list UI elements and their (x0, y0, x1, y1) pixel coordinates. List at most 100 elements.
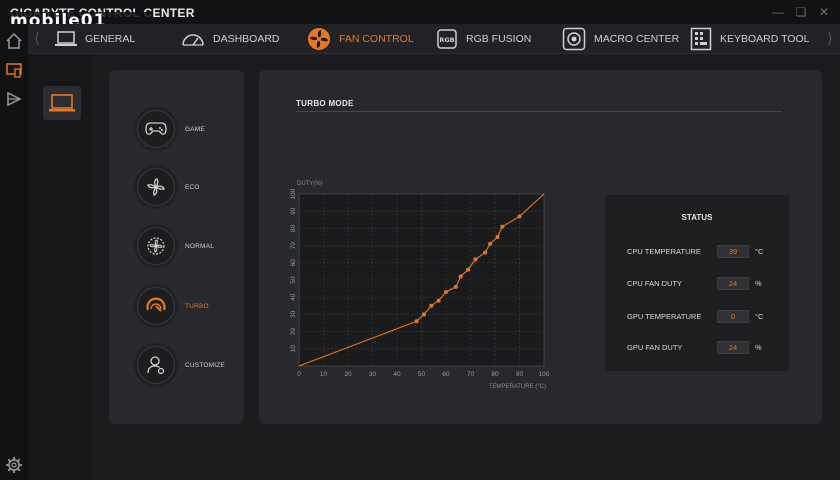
mode-normal[interactable]: NORMAL (137, 226, 214, 266)
eco-fan-icon (147, 178, 165, 196)
keyboard-tool-icon (690, 27, 712, 51)
gpu-fan-duty-value: 24 (717, 341, 749, 354)
gpu-temperature-unit: °C (755, 312, 764, 321)
main-content: GAME ECO (92, 54, 840, 480)
curve-point[interactable] (488, 241, 493, 246)
x-tick-label: 60 (442, 371, 450, 378)
gpu-temperature-value: 0 (717, 310, 749, 323)
curve-point[interactable] (453, 284, 458, 289)
device-icon[interactable] (5, 61, 23, 79)
curve-point[interactable] (500, 224, 505, 229)
mode-normal-button[interactable] (137, 227, 175, 265)
fan-mode-panel: GAME ECO (109, 70, 244, 424)
minimize-button[interactable]: — (772, 5, 784, 19)
mode-eco-button[interactable] (137, 168, 175, 206)
y-tick-label: 30 (290, 310, 297, 318)
curve-point[interactable] (414, 319, 419, 324)
mode-customize[interactable]: CUSTOMIZE (137, 345, 225, 385)
mode-turbo[interactable]: TURBO (137, 286, 209, 326)
x-tick-label: 80 (491, 371, 499, 378)
status-row-cpu-fan-duty: CPU FAN DUTY 24 % (627, 277, 777, 291)
mode-eco[interactable]: ECO (137, 167, 200, 207)
curve-point[interactable] (458, 274, 463, 279)
status-title: STATUS (681, 213, 713, 222)
x-tick-label: 0 (297, 371, 301, 378)
mode-turbo-button[interactable] (137, 287, 175, 325)
user-settings-icon (147, 356, 165, 375)
mode-customize-label: CUSTOMIZE (185, 361, 225, 369)
mode-game-label: GAME (185, 125, 205, 133)
device-laptop-button[interactable] (43, 86, 81, 120)
tab-dashboard[interactable]: DASHBOARD (181, 24, 280, 54)
turbo-gauge-icon (146, 297, 166, 312)
turbo-mode-panel: TURBO MODE 0 10 20 30 40 50 60 70 80 90 100 10 20 30 4… (259, 70, 822, 424)
tab-fan-control-label: FAN CONTROL (339, 33, 414, 45)
rgb-chip-icon: RGB (437, 29, 457, 49)
tab-dashboard-label: DASHBOARD (213, 33, 280, 45)
mode-game-button[interactable] (137, 110, 175, 148)
tab-general-label: GENERAL (85, 33, 136, 45)
x-tick-label: 70 (467, 371, 475, 378)
tab-macro-center-label: MACRO CENTER (594, 33, 680, 45)
fan-curve-chart: 0 10 20 30 40 50 60 70 80 90 100 10 20 30 40 50 60 70 80 90… (290, 181, 550, 390)
gauge-icon (182, 34, 204, 46)
y-tick-label: 90 (290, 207, 297, 215)
title-divider (296, 111, 782, 112)
y-tick-label: 80 (290, 224, 297, 232)
tab-general[interactable]: GENERAL (55, 24, 135, 54)
nav-next-arrow[interactable]: ⟩ (827, 30, 833, 46)
gpu-fan-duty-label: GPU FAN DUTY (627, 343, 683, 352)
gamepad-icon (145, 122, 167, 135)
svg-text:RGB: RGB (439, 36, 454, 44)
curve-point[interactable] (436, 298, 441, 303)
curve-point[interactable] (444, 290, 448, 295)
y-tick-label: 50 (290, 276, 297, 284)
fan-icon (308, 28, 330, 50)
cpu-fan-duty-label: CPU FAN DUTY (627, 279, 683, 288)
close-button[interactable]: ✕ (818, 5, 830, 19)
x-tick-label: 50 (418, 371, 426, 378)
curve-point[interactable] (473, 257, 478, 262)
tab-keyboard-tool[interactable]: KEYBOARD TOOL (690, 24, 809, 54)
tab-fan-control[interactable]: FAN CONTROL (307, 24, 414, 54)
x-tick-label: 20 (344, 371, 352, 378)
chart-plot-area: 0 10 20 30 40 50 60 70 80 90 100 10 20 30 40 50 60 70 80 90… (290, 181, 550, 390)
y-tick-label: 60 (290, 259, 297, 267)
mode-eco-label: ECO (185, 183, 200, 191)
mode-turbo-label: TURBO (185, 302, 209, 310)
settings-gear-icon[interactable] (5, 456, 23, 474)
top-navigation: ⟨ GENERAL DASHBOARD (28, 24, 840, 54)
device-column (28, 54, 92, 480)
cpu-fan-duty-value: 24 (717, 277, 749, 290)
curve-point[interactable] (421, 312, 426, 317)
tab-rgb-fusion-label: RGB FUSION (466, 33, 532, 45)
normal-fan-icon (147, 237, 165, 255)
status-row-cpu-temperature: CPU TEMPERATURE 39 °C (627, 245, 777, 259)
x-axis-label: TEMPERATURE (°C) (489, 384, 546, 390)
tab-macro-center[interactable]: MACRO CENTER (562, 24, 679, 54)
cpu-temperature-label: CPU TEMPERATURE (627, 247, 701, 256)
curve-point[interactable] (466, 267, 471, 272)
mode-game[interactable]: GAME (137, 109, 205, 149)
curve-point[interactable] (429, 303, 434, 308)
curve-point[interactable] (517, 214, 522, 219)
turbo-mode-title: TURBO MODE (296, 99, 354, 108)
y-tick-label: 20 (290, 328, 297, 336)
x-tick-label: 100 (539, 371, 550, 378)
mode-customize-button[interactable] (137, 346, 175, 384)
y-tick-label: 10 (290, 345, 297, 353)
curve-point[interactable] (483, 250, 488, 255)
tab-rgb-fusion[interactable]: RGB RGB FUSION (436, 24, 531, 54)
left-rail (0, 24, 28, 480)
x-tick-label: 90 (516, 371, 524, 378)
home-icon[interactable] (5, 32, 23, 50)
play-layers-icon[interactable] (5, 90, 23, 108)
cpu-temperature-value: 39 (717, 245, 749, 258)
gpu-temperature-label: GPU TEMPERATURE (627, 312, 702, 321)
maximize-button[interactable]: ❏ (795, 5, 807, 19)
macro-icon (562, 27, 586, 51)
y-axis-label: DUTY(%) (297, 181, 323, 187)
curve-point[interactable] (495, 235, 500, 239)
nav-prev-arrow[interactable]: ⟨ (34, 30, 40, 46)
